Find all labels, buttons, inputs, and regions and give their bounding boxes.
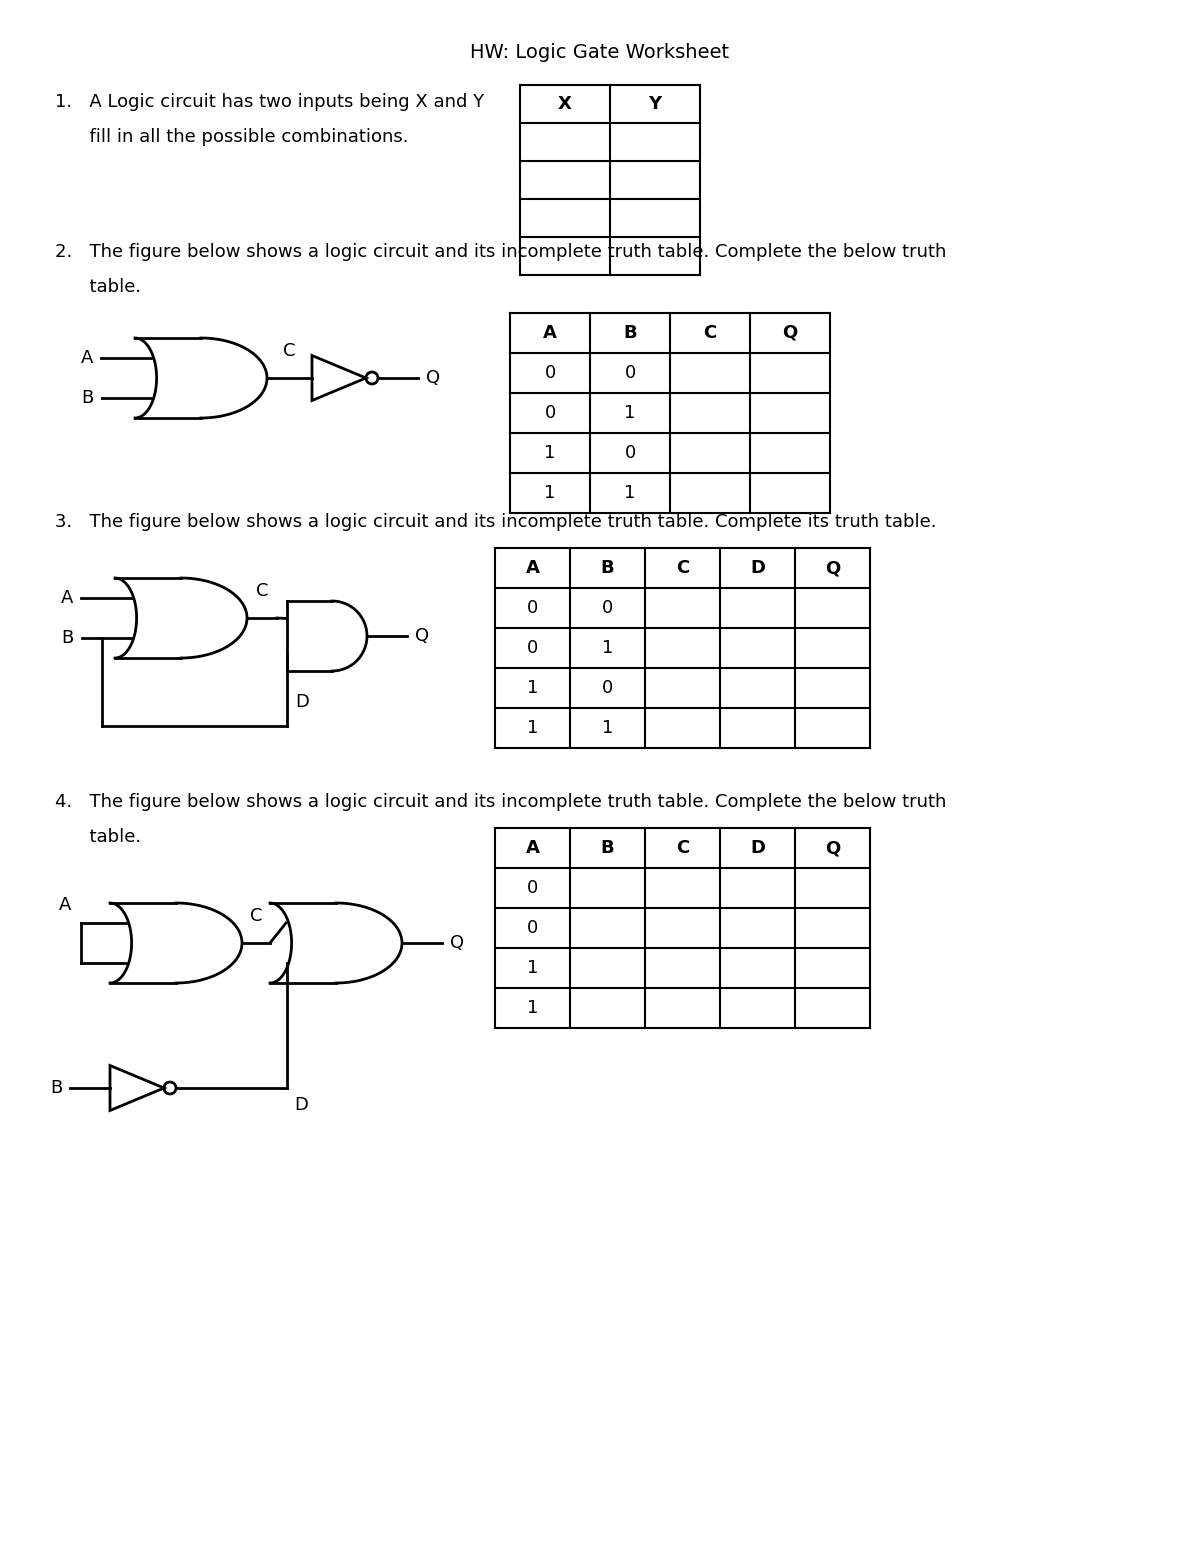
Text: B: B — [61, 629, 73, 648]
Text: Q: Q — [782, 325, 798, 342]
Text: 2.   The figure below shows a logic circuit and its incomplete truth table. Comp: 2. The figure below shows a logic circui… — [55, 242, 947, 261]
Text: 0: 0 — [545, 404, 556, 422]
Text: A: A — [59, 896, 71, 915]
Text: 0: 0 — [624, 444, 636, 461]
Text: 1: 1 — [545, 485, 556, 502]
Text: 1: 1 — [527, 960, 538, 977]
Text: 1.   A Logic circuit has two inputs being X and Y: 1. A Logic circuit has two inputs being … — [55, 93, 484, 110]
Text: 1: 1 — [527, 679, 538, 697]
Text: C: C — [256, 582, 269, 599]
Text: Q: Q — [415, 627, 430, 644]
Text: Q: Q — [426, 370, 440, 387]
Text: 0: 0 — [602, 599, 613, 617]
Text: 1: 1 — [527, 719, 538, 738]
Text: 1: 1 — [624, 485, 636, 502]
Text: fill in all the possible combinations.: fill in all the possible combinations. — [55, 127, 408, 146]
Text: B: B — [623, 325, 637, 342]
Text: C: C — [676, 839, 689, 857]
Text: 0: 0 — [527, 599, 538, 617]
Text: B: B — [49, 1079, 62, 1096]
Text: Y: Y — [648, 95, 661, 113]
Text: B: B — [601, 839, 614, 857]
Text: X: X — [558, 95, 572, 113]
Text: table.: table. — [55, 278, 142, 297]
Text: 1: 1 — [602, 719, 613, 738]
Text: 0: 0 — [527, 919, 538, 936]
Text: 3.   The figure below shows a logic circuit and its incomplete truth table. Comp: 3. The figure below shows a logic circui… — [55, 512, 936, 531]
Text: 0: 0 — [602, 679, 613, 697]
Text: D: D — [294, 1096, 308, 1114]
Text: C: C — [676, 559, 689, 578]
Text: D: D — [295, 693, 308, 711]
Text: D: D — [750, 559, 766, 578]
Text: 0: 0 — [527, 879, 538, 898]
Text: D: D — [750, 839, 766, 857]
Text: C: C — [283, 342, 295, 360]
Text: A: A — [544, 325, 557, 342]
Text: C: C — [703, 325, 716, 342]
Text: table.: table. — [55, 828, 142, 846]
Text: 0: 0 — [624, 363, 636, 382]
Text: 1: 1 — [602, 638, 613, 657]
Text: Q: Q — [824, 559, 840, 578]
Text: 4.   The figure below shows a logic circuit and its incomplete truth table. Comp: 4. The figure below shows a logic circui… — [55, 794, 947, 811]
Text: 0: 0 — [527, 638, 538, 657]
Text: 1: 1 — [527, 999, 538, 1017]
Text: B: B — [601, 559, 614, 578]
Text: B: B — [82, 388, 94, 407]
Text: Q: Q — [824, 839, 840, 857]
Text: A: A — [80, 349, 94, 367]
Text: A: A — [61, 589, 73, 607]
Text: A: A — [526, 839, 540, 857]
Text: C: C — [250, 907, 263, 926]
Text: Q: Q — [450, 933, 464, 952]
Text: A: A — [526, 559, 540, 578]
Text: 1: 1 — [624, 404, 636, 422]
Text: HW: Logic Gate Worksheet: HW: Logic Gate Worksheet — [470, 43, 730, 62]
Text: 1: 1 — [545, 444, 556, 461]
Text: 0: 0 — [545, 363, 556, 382]
